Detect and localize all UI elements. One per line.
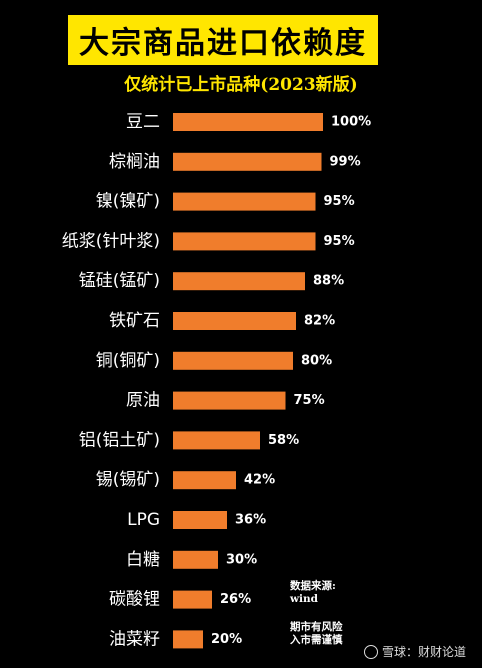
bar <box>173 471 236 490</box>
watermark: 雪球：财财论道 <box>363 643 466 660</box>
risk-line-2: 入市需谨慎 <box>290 634 343 646</box>
source-label: 数据来源: <box>290 580 336 592</box>
value-label: 42% <box>244 473 275 488</box>
value-label: 100% <box>331 115 371 130</box>
category-label: 锰硅(锰矿) <box>79 271 160 291</box>
risk-note: 期市有风险 入市需谨慎 <box>290 621 343 647</box>
value-label: 26% <box>220 592 251 607</box>
bar <box>173 391 286 410</box>
category-label: 镍(镍矿) <box>96 192 160 212</box>
value-label: 95% <box>324 194 355 209</box>
chart-subtitle: 仅统计已上市品种(2023新版) <box>124 75 358 95</box>
risk-line-1: 期市有风险 <box>290 621 343 633</box>
category-label: 油菜籽 <box>109 629 160 649</box>
category-label: 白糖 <box>126 550 160 570</box>
value-label: 36% <box>235 513 266 528</box>
value-label: 99% <box>330 154 361 169</box>
chart-title: 大宗商品进口依赖度 <box>68 15 378 65</box>
source-note: 数据来源: wind <box>290 580 336 606</box>
bar <box>173 232 316 251</box>
value-label: 75% <box>294 393 325 408</box>
watermark-text: 雪球：财财论道 <box>381 645 466 659</box>
category-label: 锡(锡矿) <box>96 470 160 490</box>
value-label: 95% <box>324 234 355 249</box>
bar <box>173 192 316 211</box>
snowball-logo-icon <box>363 644 378 659</box>
value-label: 88% <box>313 274 344 289</box>
value-label: 58% <box>268 433 299 448</box>
category-label: LPG <box>127 510 160 530</box>
bar <box>173 351 293 370</box>
category-label: 原油 <box>126 391 160 411</box>
category-label: 碳酸锂 <box>109 590 160 610</box>
bar <box>173 630 203 649</box>
bar <box>173 113 323 131</box>
value-label: 80% <box>301 353 332 368</box>
category-label: 铜(铜矿) <box>96 351 160 371</box>
value-label: 20% <box>211 632 242 647</box>
bar <box>173 511 227 529</box>
bar <box>173 431 260 450</box>
bar <box>173 590 212 609</box>
category-label: 铝(铝土矿) <box>79 430 160 450</box>
bar <box>173 152 322 171</box>
category-label: 铁矿石 <box>109 311 160 331</box>
bar <box>173 550 218 569</box>
category-label: 纸浆(针叶浆) <box>62 231 160 251</box>
category-label: 棕榈油 <box>109 152 160 172</box>
value-label: 30% <box>226 552 257 567</box>
source-value: wind <box>290 593 319 605</box>
bar <box>173 312 296 330</box>
bar <box>173 272 305 291</box>
category-label: 豆二 <box>126 112 160 132</box>
value-label: 82% <box>304 314 335 329</box>
